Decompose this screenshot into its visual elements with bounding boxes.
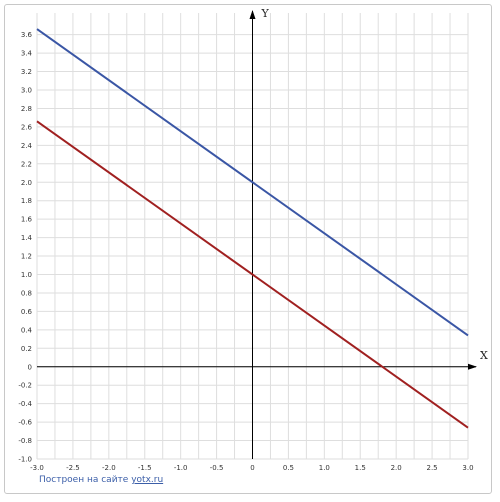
axes <box>37 10 477 459</box>
series-line-1 <box>36 28 469 337</box>
x-tick-label: 0.5 <box>283 464 294 472</box>
y-axis-arrow <box>249 10 256 19</box>
x-tick-label: -0.5 <box>210 464 224 472</box>
y-tick-label: 3.0 <box>21 87 32 95</box>
y-tick-label: 1.0 <box>21 271 32 279</box>
y-tick-label: 2.2 <box>21 160 32 168</box>
x-tick-label: 2.0 <box>391 464 402 472</box>
y-tick-label: 2.8 <box>21 105 32 113</box>
y-tick-label: -0.6 <box>18 419 32 427</box>
x-tick-label: 1.5 <box>355 464 366 472</box>
footer: Построен на сайте yotx.ru <box>39 475 163 485</box>
y-tick-label: 0.2 <box>21 345 32 353</box>
footer-text: Построен на сайте <box>39 475 129 485</box>
x-tick-label: -3.0 <box>30 464 44 472</box>
y-tick-label: 2.0 <box>21 179 32 187</box>
x-tick-label: 3.0 <box>462 464 473 472</box>
x-axis-label: X <box>480 349 488 362</box>
y-tick-label: 1.8 <box>21 197 32 205</box>
y-tick-label: 0 <box>28 363 32 371</box>
y-tick-label: 0.8 <box>21 289 32 297</box>
x-tick-label: -2.0 <box>102 464 116 472</box>
series-line-2 <box>36 120 469 429</box>
x-axis-arrow <box>468 363 477 370</box>
y-tick-label: 3.4 <box>21 50 33 58</box>
y-tick-label: 3.6 <box>21 31 33 39</box>
x-tick-label: 2.5 <box>427 464 438 472</box>
y-tick-label: -0.4 <box>18 400 32 408</box>
series-group <box>36 28 469 429</box>
x-tick-label: -2.5 <box>66 464 80 472</box>
y-tick-label: -0.2 <box>18 382 32 390</box>
y-tick-label: 2.6 <box>21 123 33 131</box>
x-tick-label: 0 <box>250 464 254 472</box>
tick-labels: -3.0 -2.5 -2.0 -1.5 -1.0 -0.5 0 0.5 1.0 1.5 2.0 2.5… <box>18 31 473 472</box>
y-tick-label: 2.4 <box>21 142 33 150</box>
footer-link[interactable]: yotx.ru <box>131 475 164 485</box>
x-tick-label: -1.5 <box>138 464 152 472</box>
y-axis-label: Y <box>261 7 270 20</box>
y-tick-label: 1.4 <box>21 234 33 242</box>
x-tick-label: -1.0 <box>174 464 188 472</box>
y-tick-label: 1.6 <box>21 216 33 224</box>
y-tick-label: 0.6 <box>21 308 33 316</box>
x-tick-label: 1.0 <box>319 464 330 472</box>
y-tick-label: -0.8 <box>18 437 32 445</box>
chart-frame <box>4 4 492 494</box>
y-tick-label: 1.2 <box>21 253 32 261</box>
y-tick-label: -1.0 <box>18 456 32 464</box>
y-tick-label: 3.2 <box>21 68 32 76</box>
y-tick-label: 0.4 <box>21 326 33 334</box>
